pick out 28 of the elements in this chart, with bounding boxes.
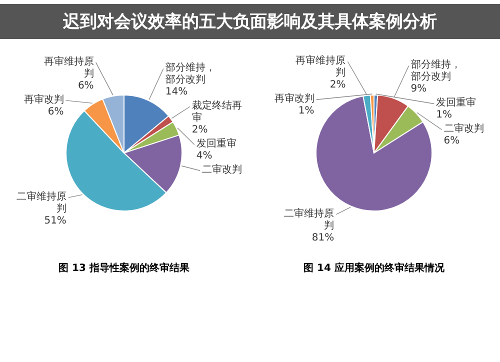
data-label: 1% bbox=[298, 106, 314, 117]
data-label: 1% bbox=[436, 110, 452, 121]
slice-label: 再审改判 bbox=[24, 93, 64, 106]
data-label: 51% bbox=[44, 216, 66, 227]
chart-title: 迟到对会议效率的五大负面影响及其具体案例分析 bbox=[0, 4, 500, 39]
slice-label: 再审改判 bbox=[274, 92, 314, 105]
slice-label: 二审改判 bbox=[444, 122, 484, 135]
slice-label: 再审维持原判 bbox=[296, 54, 346, 79]
data-label: 2% bbox=[192, 124, 208, 136]
data-label: 81% bbox=[312, 232, 334, 244]
slice-label: 裁定终结再审 bbox=[192, 100, 242, 124]
caption: 图 13 指导性案例的终审结果 bbox=[58, 262, 190, 274]
slice-label: 二审维持原判 bbox=[284, 207, 334, 232]
slice-label: 部分维持，部分改判 bbox=[165, 62, 216, 86]
slice-label: 发回重审 bbox=[196, 138, 236, 150]
slice-label: 发回重审 bbox=[436, 96, 476, 109]
slice-label: 二审维持原判 bbox=[16, 190, 66, 215]
data-label: 9% bbox=[410, 84, 427, 95]
slice-label: 二审改判 bbox=[202, 164, 242, 176]
slice-label: 再审维持原判 bbox=[44, 55, 94, 80]
data-label: 2% bbox=[330, 80, 346, 91]
caption: 图 14 应用案例的终审结果情况 bbox=[304, 262, 446, 274]
slice-label: 部分维持，部分改判 bbox=[410, 58, 461, 83]
data-label: 4% bbox=[196, 150, 212, 162]
data-label: 6% bbox=[78, 80, 94, 92]
data-label: 6% bbox=[48, 106, 64, 118]
data-label: 6% bbox=[444, 136, 460, 147]
data-label: 14% bbox=[165, 86, 188, 98]
